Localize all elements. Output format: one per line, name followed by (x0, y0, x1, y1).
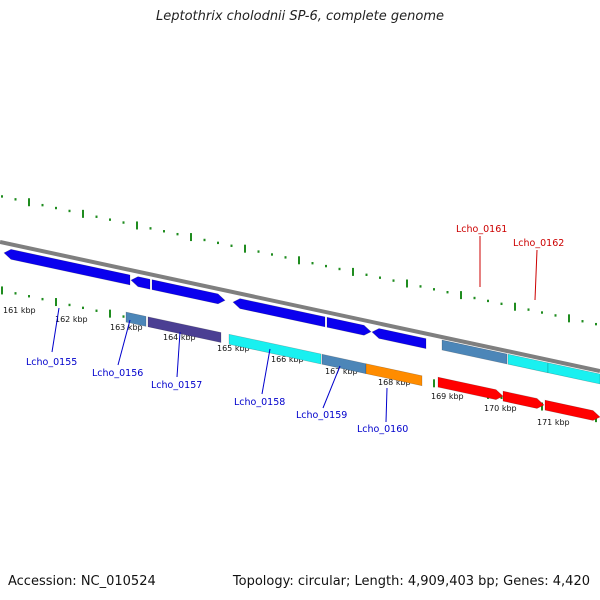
scale-label: 168 kbp (378, 378, 411, 387)
gene-label: Lcho_0160 (357, 424, 408, 435)
genome-backbone (0, 240, 600, 373)
scale-label: 169 kbp (431, 392, 464, 401)
gene-label: Lcho_0157 (151, 380, 202, 391)
gene-label: Lcho_0158 (234, 397, 285, 408)
gene-leader-line (534, 249, 538, 301)
gene-leader-line (117, 319, 131, 366)
scale-label: 163 kbp (110, 323, 143, 332)
gene-feature (228, 333, 322, 365)
scale-label: 171 kbp (537, 418, 570, 427)
scale-label: 167 kbp (325, 367, 358, 376)
gene-leader-line (51, 307, 60, 353)
scale-label: 170 kbp (484, 404, 517, 413)
gene-feature (326, 316, 372, 336)
gene-feature (441, 339, 508, 365)
gene-feature (544, 399, 600, 421)
gene-label: Lcho_0162 (513, 238, 564, 249)
gene-label: Lcho_0159 (296, 410, 347, 421)
gene-feature (547, 362, 600, 385)
scale-label: 165 kbp (217, 344, 250, 353)
gene-feature (130, 276, 151, 290)
gene-feature (437, 376, 504, 400)
gene-feature (125, 311, 147, 327)
gene-label: Lcho_0161 (456, 224, 507, 235)
scale-label: 162 kbp (55, 315, 88, 324)
gene-feature (371, 328, 427, 349)
scale-label: 161 kbp (3, 306, 36, 315)
gene-feature (147, 316, 222, 343)
accession-text: Accession: NC_010524 (8, 574, 156, 589)
gene-label: Lcho_0156 (92, 368, 143, 379)
gene-leader-line (261, 348, 271, 395)
gene-leader-line (322, 365, 341, 409)
topology-summary: Topology: circular; Length: 4,909,403 bp… (232, 574, 590, 589)
gene-feature (365, 363, 423, 387)
gene-label: Lcho_0155 (26, 357, 77, 368)
gene-leader-line (176, 331, 181, 378)
scale-label: 166 kbp (271, 355, 304, 364)
gene-feature (502, 390, 545, 409)
gene-feature (151, 279, 226, 305)
gene-leader-line (385, 387, 388, 423)
gene-feature (3, 249, 131, 286)
gene-feature (232, 298, 326, 328)
genome-title: Leptothrix cholodnii SP-6, complete geno… (156, 9, 444, 24)
